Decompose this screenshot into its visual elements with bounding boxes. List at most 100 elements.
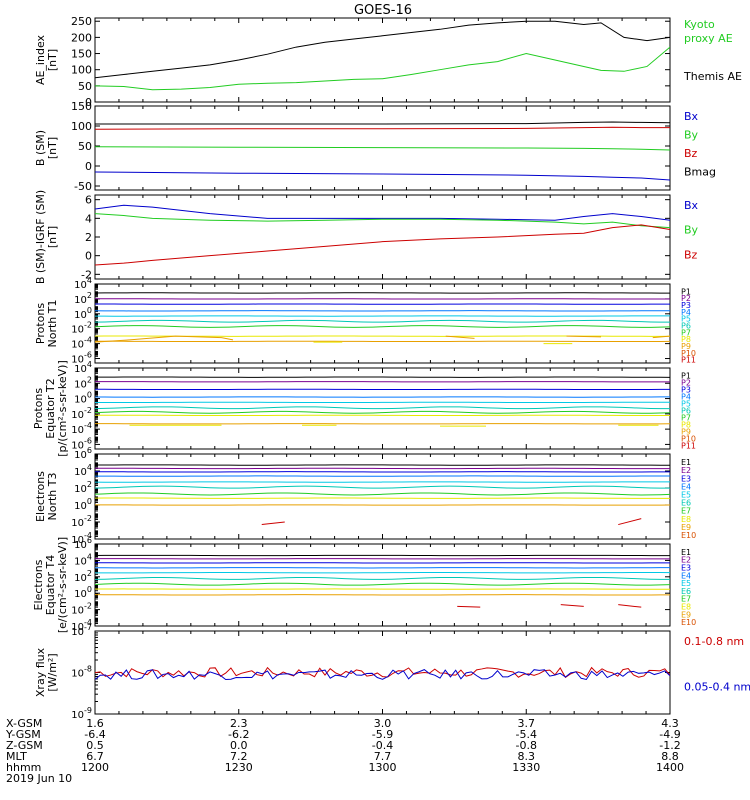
channel-label: E5 <box>681 579 691 588</box>
series-line <box>95 146 670 151</box>
channel-label: E5 <box>681 490 691 499</box>
legend-entry: Kyoto <box>684 18 715 31</box>
y-axis-label: Xray flux <box>34 647 47 697</box>
channel-line <box>95 582 670 586</box>
channel-segment <box>261 521 285 526</box>
channel-label: P11 <box>681 356 696 365</box>
panel-2: 150 100 50 0 -50 B (SM) [nT] Bx By Bz Bmag <box>34 100 716 193</box>
y-tick-label: 10-4 <box>71 421 92 436</box>
legend-entry: Bx <box>684 110 699 123</box>
y-tick-label: 10-2 <box>71 321 92 336</box>
channel-label: E8 <box>681 515 691 524</box>
x-axis-value: -5.4 <box>516 728 537 741</box>
y-tick-exponent: 2 <box>87 375 92 384</box>
series-line <box>95 224 670 266</box>
y-tick-label: 0 <box>85 250 92 263</box>
y-tick-label: 10-8 <box>71 665 92 680</box>
x-axis-value: -0.4 <box>372 739 393 752</box>
legend-entry: 0.1-0.8 nm <box>684 635 744 648</box>
channel-label: E9 <box>681 523 691 532</box>
y-axis-label: AE_index <box>34 34 47 85</box>
channel-label: P4 <box>681 308 691 317</box>
channel-label: E2 <box>681 556 691 565</box>
channel-label: E6 <box>681 587 691 596</box>
channel-label: P10 <box>681 435 696 444</box>
channel-label: P2 <box>681 294 691 303</box>
channel-segment <box>560 604 584 607</box>
y-tick-label: 102 <box>74 375 92 390</box>
y-tick-exponent: 4 <box>87 360 92 369</box>
y-axis-label: [nT] <box>46 137 59 159</box>
x-axis-value: 3.0 <box>374 717 392 730</box>
panel-3: 6 4 2 0 -2 B (SM)-IGRF (SM) [nT] Bx By Bz <box>34 190 699 284</box>
channel-line <box>95 576 670 580</box>
panel-data <box>95 464 670 526</box>
x-axis-row-label: Z-GSM <box>6 739 43 752</box>
panel-frame <box>94 630 671 715</box>
series-line <box>95 213 670 229</box>
x-axis-value: -6.2 <box>228 728 249 741</box>
legend-entry: By <box>684 129 699 142</box>
y-tick-label: 200 <box>71 31 92 44</box>
y-tick-exponent: 6 <box>87 536 92 545</box>
y-tick-label: 100 <box>71 120 92 133</box>
channel-label: P5 <box>681 315 691 324</box>
channel-label: P4 <box>681 393 691 402</box>
y-tick-label: 10-4 <box>71 336 92 351</box>
channel-label: P6 <box>681 322 691 331</box>
y-tick-label: 150 <box>71 48 92 61</box>
y-tick-label: 4 <box>85 212 92 225</box>
x-axis-row-label: MLT <box>6 750 27 763</box>
y-tick-exponent: 2 <box>87 480 92 489</box>
y-tick-exponent: -4 <box>84 618 92 627</box>
legend-entry: Themis AE <box>683 70 742 83</box>
y-tick-label: 2 <box>85 231 92 244</box>
y-axis-label: B (SM)-IGRF (SM) <box>34 190 47 284</box>
y-tick-label: 10-2 <box>71 602 92 617</box>
channel-segment <box>652 335 670 339</box>
channel-label: E8 <box>681 603 691 612</box>
legend-entry: Bz <box>684 147 698 160</box>
channel-line <box>95 325 670 328</box>
y-tick-exponent: -4 <box>84 421 92 430</box>
x-axis-value: 1300 <box>369 761 397 774</box>
x-axis-row-label: Y-GSM <box>5 728 41 741</box>
y-tick-exponent: -4 <box>84 531 92 540</box>
y-tick-label: 10-2 <box>71 406 92 421</box>
y-tick-exponent: 2 <box>87 569 92 578</box>
x-axis-value: 7.7 <box>374 750 392 763</box>
channel-segment <box>618 604 642 608</box>
panel-data <box>95 554 670 608</box>
channel-segment <box>457 605 481 608</box>
x-axis-value: 8.3 <box>518 750 536 763</box>
y-axis-label: [nT] <box>46 49 59 71</box>
channel-label: P2 <box>681 379 691 388</box>
channel-label: E1 <box>681 458 691 467</box>
legend-entry: 0.05-0.4 nm <box>684 681 750 694</box>
series-line <box>95 121 670 125</box>
y-tick-label: 0 <box>85 96 92 109</box>
y-tick-exponent: -4 <box>84 336 92 345</box>
y-axis-label: Electrons <box>32 559 45 610</box>
series-line <box>95 126 670 130</box>
y-tick-exponent: 0 <box>87 391 92 400</box>
channel-label: E6 <box>681 499 691 508</box>
y-axis-label: Protons <box>34 303 47 344</box>
x-axis-value: 1330 <box>512 761 540 774</box>
series-line <box>95 171 670 181</box>
y-axis-label: North T3 <box>46 473 59 521</box>
channel-label: E4 <box>681 482 691 491</box>
x-axis-value: -1.2 <box>659 739 680 752</box>
panel-data <box>95 666 670 681</box>
y-tick-label: 100 <box>74 585 92 600</box>
xray-series <box>95 669 670 681</box>
x-axis-date: 2019 Jun 10 <box>6 772 72 785</box>
y-axis-label: Electrons <box>34 471 47 522</box>
y-axis-label: [nT] <box>46 226 59 248</box>
legend-entry: Bx <box>684 199 699 212</box>
